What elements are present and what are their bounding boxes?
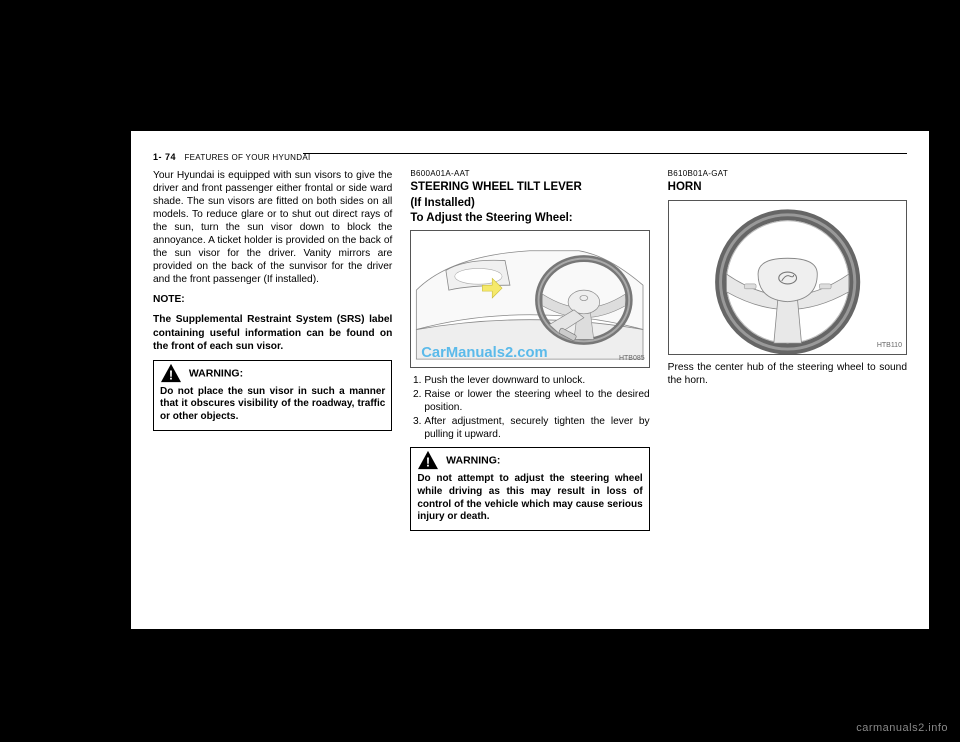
column-1: Your Hyundai is equipped with sun visors… [153, 169, 392, 531]
figure-label-2: HTB085 [619, 355, 645, 364]
tilt-title: STEERING WHEEL TILT LEVER [410, 180, 649, 194]
warning-box-2: ! WARNING: Do not attempt to adjust the … [410, 447, 649, 531]
note-label: NOTE: [153, 293, 392, 306]
note-body: The Supplemental Restraint System (SRS) … [153, 313, 392, 352]
tilt-subtitle2: To Adjust the Steering Wheel: [410, 211, 649, 226]
page-header: 1- 74 FEATURES OF YOUR HYUNDAI [153, 147, 907, 161]
svg-text:!: ! [169, 367, 173, 382]
watermark-text: CarManuals2.com [422, 345, 548, 361]
manual-page: 1- 74 FEATURES OF YOUR HYUNDAI Your Hyun… [130, 130, 930, 630]
column-3: B610B01A-GAT HORN [668, 169, 907, 531]
tilt-figure: CarManuals2.com HTB085 [410, 230, 649, 368]
warning-header: ! WARNING: [160, 365, 385, 383]
warning-header-2: ! WARNING: [417, 452, 642, 470]
topic-code-3: B610B01A-GAT [668, 169, 907, 179]
source-watermark: carmanuals2.info [856, 722, 948, 734]
horn-body: Press the center hub of the steering whe… [668, 361, 907, 387]
topic-code-2: B600A01A-AAT [410, 169, 649, 179]
page-number: 1- 74 [153, 152, 176, 162]
tilt-svg: CarManuals2.com [411, 231, 648, 367]
section-title: FEATURES OF YOUR HYUNDAI [184, 153, 310, 162]
step-3: After adjustment, securely tighten the l… [424, 415, 649, 441]
columns: Your Hyundai is equipped with sun visors… [153, 169, 907, 531]
warning-label-2: WARNING: [446, 454, 500, 466]
tilt-steps: Push the lever downward to unlock. Raise… [424, 374, 649, 441]
warning-text-1: Do not place the sun visor in such a man… [160, 386, 385, 424]
horn-svg [669, 201, 906, 354]
horn-figure: HTB110 [668, 200, 907, 355]
header-rule [303, 153, 907, 154]
warning-box-1: ! WARNING: Do not place the sun visor in… [153, 360, 392, 431]
figure-label-3: HTB110 [877, 342, 902, 351]
tilt-subtitle1: (If Installed) [410, 196, 649, 210]
warning-triangle-icon: ! [160, 363, 182, 383]
warning-text-2: Do not attempt to adjust the steering wh… [417, 473, 642, 524]
step-1: Push the lever downward to unlock. [424, 374, 649, 387]
sunvisor-body: Your Hyundai is equipped with sun visors… [153, 169, 392, 286]
horn-title: HORN [668, 180, 907, 194]
warning-triangle-icon: ! [417, 450, 439, 470]
warning-label: WARNING: [189, 367, 243, 379]
step-2: Raise or lower the steering wheel to the… [424, 388, 649, 414]
svg-text:!: ! [426, 454, 430, 469]
column-2: B600A01A-AAT STEERING WHEEL TILT LEVER (… [410, 169, 649, 531]
